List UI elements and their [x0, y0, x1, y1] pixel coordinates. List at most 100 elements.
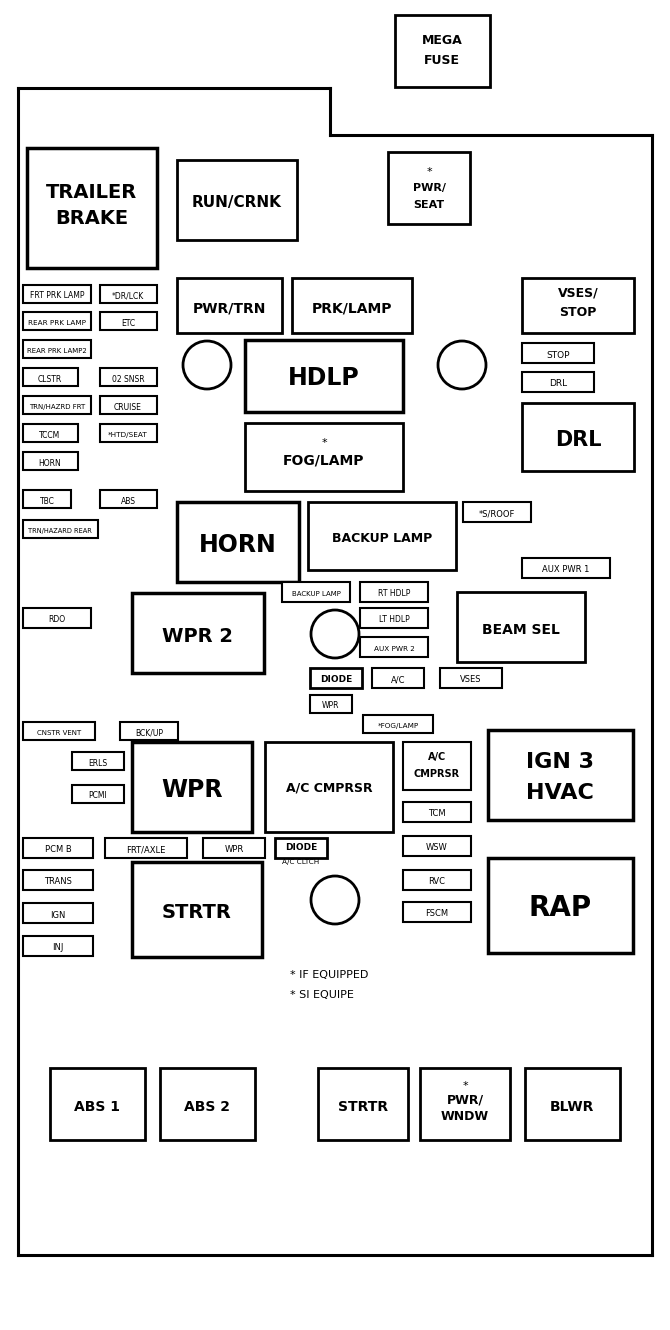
Text: TCCM: TCCM	[40, 431, 60, 439]
Bar	[522, 559, 610, 579]
Text: ERLS: ERLS	[88, 758, 108, 767]
Bar	[360, 637, 428, 657]
Text: ABS 1: ABS 1	[74, 1100, 120, 1115]
Bar	[360, 608, 428, 628]
Bar	[132, 742, 252, 833]
Bar	[100, 368, 157, 386]
Text: STOP: STOP	[559, 306, 597, 319]
Bar	[100, 489, 157, 508]
Bar	[403, 902, 471, 922]
Bar	[100, 396, 157, 414]
Bar	[308, 501, 456, 571]
Text: VSES: VSES	[460, 676, 482, 685]
Text: VSES/: VSES/	[557, 286, 598, 299]
Bar	[23, 368, 78, 386]
Text: BACKUP LAMP: BACKUP LAMP	[291, 591, 340, 597]
Bar	[23, 520, 98, 539]
Text: FRT/AXLE: FRT/AXLE	[127, 846, 165, 854]
Bar	[50, 1068, 145, 1140]
Text: PWR/TRN: PWR/TRN	[192, 301, 266, 315]
Bar	[23, 608, 91, 628]
Circle shape	[183, 340, 231, 388]
Bar	[522, 403, 634, 471]
Bar	[100, 424, 157, 442]
Text: RAP: RAP	[529, 894, 592, 922]
Text: BRAKE: BRAKE	[56, 209, 129, 227]
Text: TRANS: TRANS	[44, 878, 72, 887]
Text: BLWR: BLWR	[550, 1100, 594, 1115]
Text: WPR: WPR	[322, 701, 340, 710]
Text: *: *	[426, 168, 431, 177]
Circle shape	[311, 876, 359, 924]
Bar	[132, 862, 262, 958]
Bar	[23, 838, 93, 858]
Bar	[160, 1068, 255, 1140]
Text: CNSTR VENT: CNSTR VENT	[37, 730, 81, 735]
Text: IGN: IGN	[50, 911, 66, 919]
Bar	[363, 716, 433, 733]
Text: AUX PWR 1: AUX PWR 1	[542, 565, 590, 575]
Bar	[27, 148, 157, 269]
Text: *HTD/SEAT: *HTD/SEAT	[108, 432, 148, 438]
Bar	[105, 838, 187, 858]
Bar	[360, 583, 428, 602]
Text: INJ: INJ	[52, 943, 64, 952]
Text: A/C CMPRSR: A/C CMPRSR	[285, 782, 373, 794]
Text: BACKUP LAMP: BACKUP LAMP	[332, 532, 432, 544]
Bar	[177, 160, 297, 239]
Bar	[403, 870, 471, 890]
Text: RDO: RDO	[48, 616, 66, 625]
Text: MEGA: MEGA	[421, 33, 462, 47]
Text: A/C: A/C	[391, 676, 405, 685]
Bar	[23, 313, 91, 330]
Text: ABS: ABS	[121, 496, 135, 505]
Bar	[72, 785, 124, 803]
Text: *DR/LCK: *DR/LCK	[112, 291, 144, 301]
Text: HVAC: HVAC	[526, 783, 594, 803]
Text: DRL: DRL	[555, 430, 601, 450]
Text: *FOG/LAMP: *FOG/LAMP	[377, 724, 419, 729]
Text: PWR/: PWR/	[446, 1093, 484, 1107]
Text: TRAILER: TRAILER	[46, 182, 137, 202]
Text: ETC: ETC	[121, 318, 135, 327]
Text: *S/ROOF: *S/ROOF	[479, 509, 515, 519]
Bar	[23, 396, 91, 414]
Bar	[318, 1068, 408, 1140]
Bar	[395, 15, 490, 86]
Bar	[72, 751, 124, 770]
Bar	[177, 501, 299, 583]
Text: PCMI: PCMI	[88, 791, 107, 801]
Text: WSW: WSW	[426, 843, 448, 853]
Text: STRTR: STRTR	[162, 903, 232, 922]
Text: AUX PWR 2: AUX PWR 2	[374, 646, 415, 652]
Bar	[23, 489, 71, 508]
Text: BEAM SEL: BEAM SEL	[482, 622, 560, 637]
Text: STRTR: STRTR	[338, 1100, 388, 1115]
Bar	[132, 593, 264, 673]
Text: 02 SNSR: 02 SNSR	[112, 375, 144, 383]
Bar	[23, 340, 91, 358]
Text: FSCM: FSCM	[425, 910, 448, 919]
Text: TBC: TBC	[40, 496, 54, 505]
Bar	[292, 278, 412, 332]
Text: WPR: WPR	[224, 846, 244, 854]
Text: LT HDLP: LT HDLP	[379, 616, 409, 625]
Text: WNDW: WNDW	[441, 1109, 489, 1123]
Bar	[310, 696, 352, 713]
Text: REAR PRK LAMP: REAR PRK LAMP	[28, 321, 86, 326]
Bar	[522, 372, 594, 392]
Bar	[420, 1068, 510, 1140]
Bar	[275, 838, 327, 858]
Bar	[388, 152, 470, 223]
Text: PWR/: PWR/	[413, 184, 446, 193]
Text: CLSTR: CLSTR	[38, 375, 62, 383]
Text: RUN/CRNK: RUN/CRNK	[192, 196, 282, 210]
Text: RT HDLP: RT HDLP	[378, 589, 410, 599]
Text: * IF EQUIPPED: * IF EQUIPPED	[290, 970, 369, 980]
Bar	[100, 285, 157, 303]
Text: WPR: WPR	[161, 778, 222, 802]
Text: *: *	[321, 438, 327, 448]
Text: DIODE: DIODE	[320, 676, 352, 685]
Text: PCM B: PCM B	[45, 846, 72, 854]
Bar	[23, 285, 91, 303]
